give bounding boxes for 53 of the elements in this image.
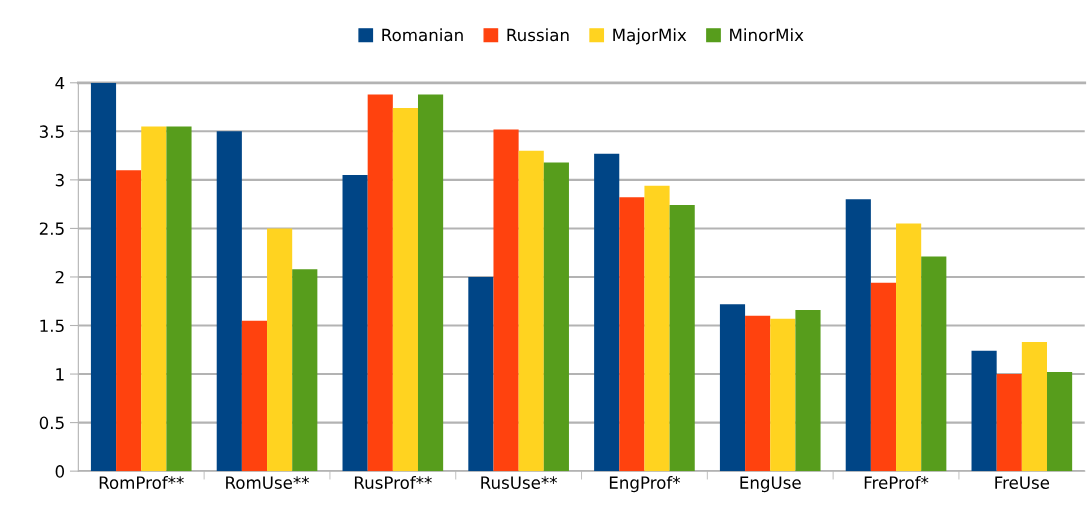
legend-label: Russian	[507, 28, 569, 42]
bar	[367, 94, 393, 472]
x-tick-label: EngProf*	[609, 476, 681, 493]
bar	[166, 126, 192, 472]
x-tick-label: FreUse	[995, 476, 1050, 489]
x-tick-label: RusProf**	[354, 476, 432, 489]
x-tick-label: FreProf*	[864, 476, 929, 489]
bar	[669, 205, 695, 472]
bar	[619, 197, 645, 472]
bar	[845, 199, 871, 472]
y-tick-label: 0	[55, 465, 65, 478]
y-tick-label: 3.5	[39, 125, 64, 138]
bar	[1021, 342, 1047, 472]
bar	[971, 350, 997, 472]
legend-label: MajorMix	[613, 28, 687, 45]
bar	[870, 282, 897, 472]
x-tick-label: RusUse**	[481, 476, 558, 489]
bar	[921, 256, 947, 472]
bar	[795, 309, 821, 472]
bar	[267, 228, 293, 472]
bar	[1047, 372, 1073, 472]
x-tick-label: RomProf**	[99, 476, 184, 489]
bar	[770, 318, 796, 472]
bar	[90, 82, 117, 472]
bar	[468, 276, 494, 472]
y-tick-label: 4	[55, 76, 65, 90]
bar	[896, 223, 922, 472]
bar	[594, 153, 620, 472]
y-tick-label: 1	[56, 368, 64, 381]
bar	[241, 320, 268, 472]
bar	[543, 162, 569, 472]
y-tick-label: 2	[55, 270, 64, 284]
bar	[518, 150, 544, 472]
y-tick-label: 2.5	[39, 222, 64, 235]
bar	[719, 304, 746, 472]
y-tick-label: 0.5	[39, 416, 64, 430]
bar	[116, 170, 142, 472]
bar	[292, 269, 318, 472]
bar	[392, 108, 418, 472]
y-tick-label: 3	[55, 173, 64, 187]
bar	[141, 126, 167, 472]
x-tick-label: RomUse**	[226, 476, 310, 489]
bar	[745, 315, 771, 472]
x-tick-label: EngUse	[740, 476, 801, 493]
bar	[996, 374, 1022, 472]
bar	[418, 94, 444, 472]
bar	[342, 175, 368, 472]
legend-label: MinorMix	[730, 28, 804, 42]
bar	[644, 185, 670, 472]
y-tick-label: 1.5	[40, 319, 64, 333]
bar	[493, 129, 519, 472]
bar	[216, 131, 242, 472]
legend-label: Romanian	[382, 28, 463, 42]
